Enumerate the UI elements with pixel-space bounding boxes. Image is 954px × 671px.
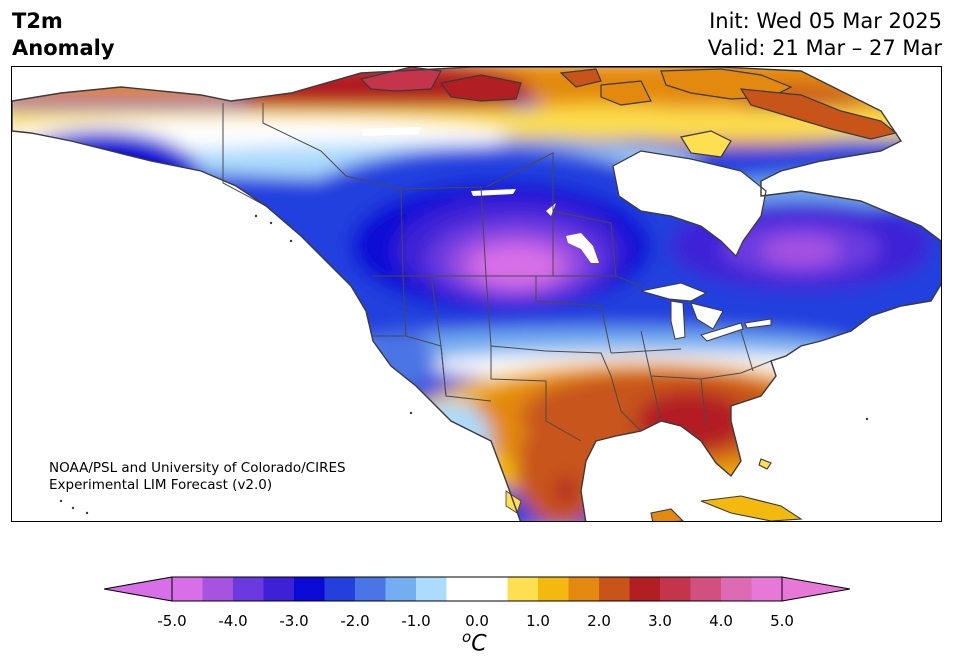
colorbar-cell <box>690 577 722 601</box>
credit-line-1: NOAA/PSL and University of Colorado/CIRE… <box>49 460 346 476</box>
colorbar-tick-label: 2.0 <box>587 612 611 630</box>
colorbar-unit: oC <box>462 628 487 656</box>
title-line-variable: T2m <box>12 9 63 33</box>
map-title: T2m Anomaly <box>12 8 115 62</box>
colorbar-cell <box>629 577 661 601</box>
colorbar-tick-label: -5.0 <box>157 612 187 630</box>
anomaly-field <box>12 67 941 521</box>
unit-letter: C <box>471 631 487 657</box>
colorbar-cell <box>660 577 691 601</box>
colorbar-over-arrow <box>781 576 850 602</box>
colorbar-cell <box>599 577 630 601</box>
colorbar-cell <box>294 577 325 601</box>
colorbar-cell <box>385 577 417 601</box>
colorbar-tick-label: -3.0 <box>279 612 309 630</box>
colorbar-cell <box>416 577 447 601</box>
colorbar-tick-label: -4.0 <box>218 612 248 630</box>
arctic-channel <box>361 127 421 136</box>
lake-superior <box>640 282 708 302</box>
colorbar-cell <box>721 577 752 601</box>
lake-michigan <box>670 300 686 340</box>
colorbar-cell <box>233 577 264 601</box>
forecast-dates: Init: Wed 05 Mar 2025 Valid: 21 Mar – 27… <box>708 8 942 62</box>
colorbar-tick-label: -2.0 <box>340 612 370 630</box>
pacific-islands <box>59 214 869 515</box>
valid-range: Valid: 21 Mar – 27 Mar <box>707 36 942 60</box>
anomaly-map <box>11 66 942 522</box>
map-canvas <box>12 67 941 521</box>
colorbar-cell <box>568 577 600 601</box>
colorbar-cell <box>751 577 783 601</box>
colorbar-cell <box>507 577 539 601</box>
colorbar-ticks: -5.0 -4.0 -3.0 -2.0 -1.0 0.0 1.0 2.0 3.0 4.0 5.0 <box>0 612 954 632</box>
colorbar-under-arrow <box>104 576 173 602</box>
colorbar-tick-label: 5.0 <box>770 612 794 630</box>
colorbar <box>104 576 850 602</box>
colorbar-tick-label: -1.0 <box>401 612 431 630</box>
colorbar-frame <box>171 576 783 602</box>
lake-ontario <box>744 318 772 329</box>
colorbar-cell <box>477 577 508 601</box>
colorbar-cell <box>538 577 569 601</box>
credit-line-2: Experimental LIM Forecast (v2.0) <box>49 477 273 493</box>
lake-huron <box>690 302 724 330</box>
colorbar-tick-label: 3.0 <box>648 612 672 630</box>
caribbean-islands <box>650 458 803 521</box>
colorbar-cell <box>202 577 234 601</box>
colorbar-tick-label: 0.0 <box>465 612 489 630</box>
colorbar-cell <box>324 577 356 601</box>
colorbar-tick-label: 1.0 <box>526 612 550 630</box>
colorbar-cell <box>446 577 478 601</box>
arctic-islands <box>359 67 898 514</box>
lake-winnipeg <box>566 233 599 263</box>
title-line-anomaly: Anomaly <box>12 36 115 60</box>
credit-text: NOAA/PSL and University of Colorado/CIRE… <box>49 460 346 494</box>
unit-degree: o <box>462 628 472 646</box>
lake-athabasca <box>471 189 516 196</box>
init-date: Init: Wed 05 Mar 2025 <box>709 9 942 33</box>
colorbar-tick-label: 4.0 <box>709 612 733 630</box>
lake-erie <box>700 322 744 342</box>
colorbar-cell <box>172 577 203 601</box>
colorbar-cell <box>263 577 295 601</box>
political-borders <box>222 103 772 442</box>
hudson-bay <box>612 150 767 258</box>
colorbar-cell <box>355 577 386 601</box>
